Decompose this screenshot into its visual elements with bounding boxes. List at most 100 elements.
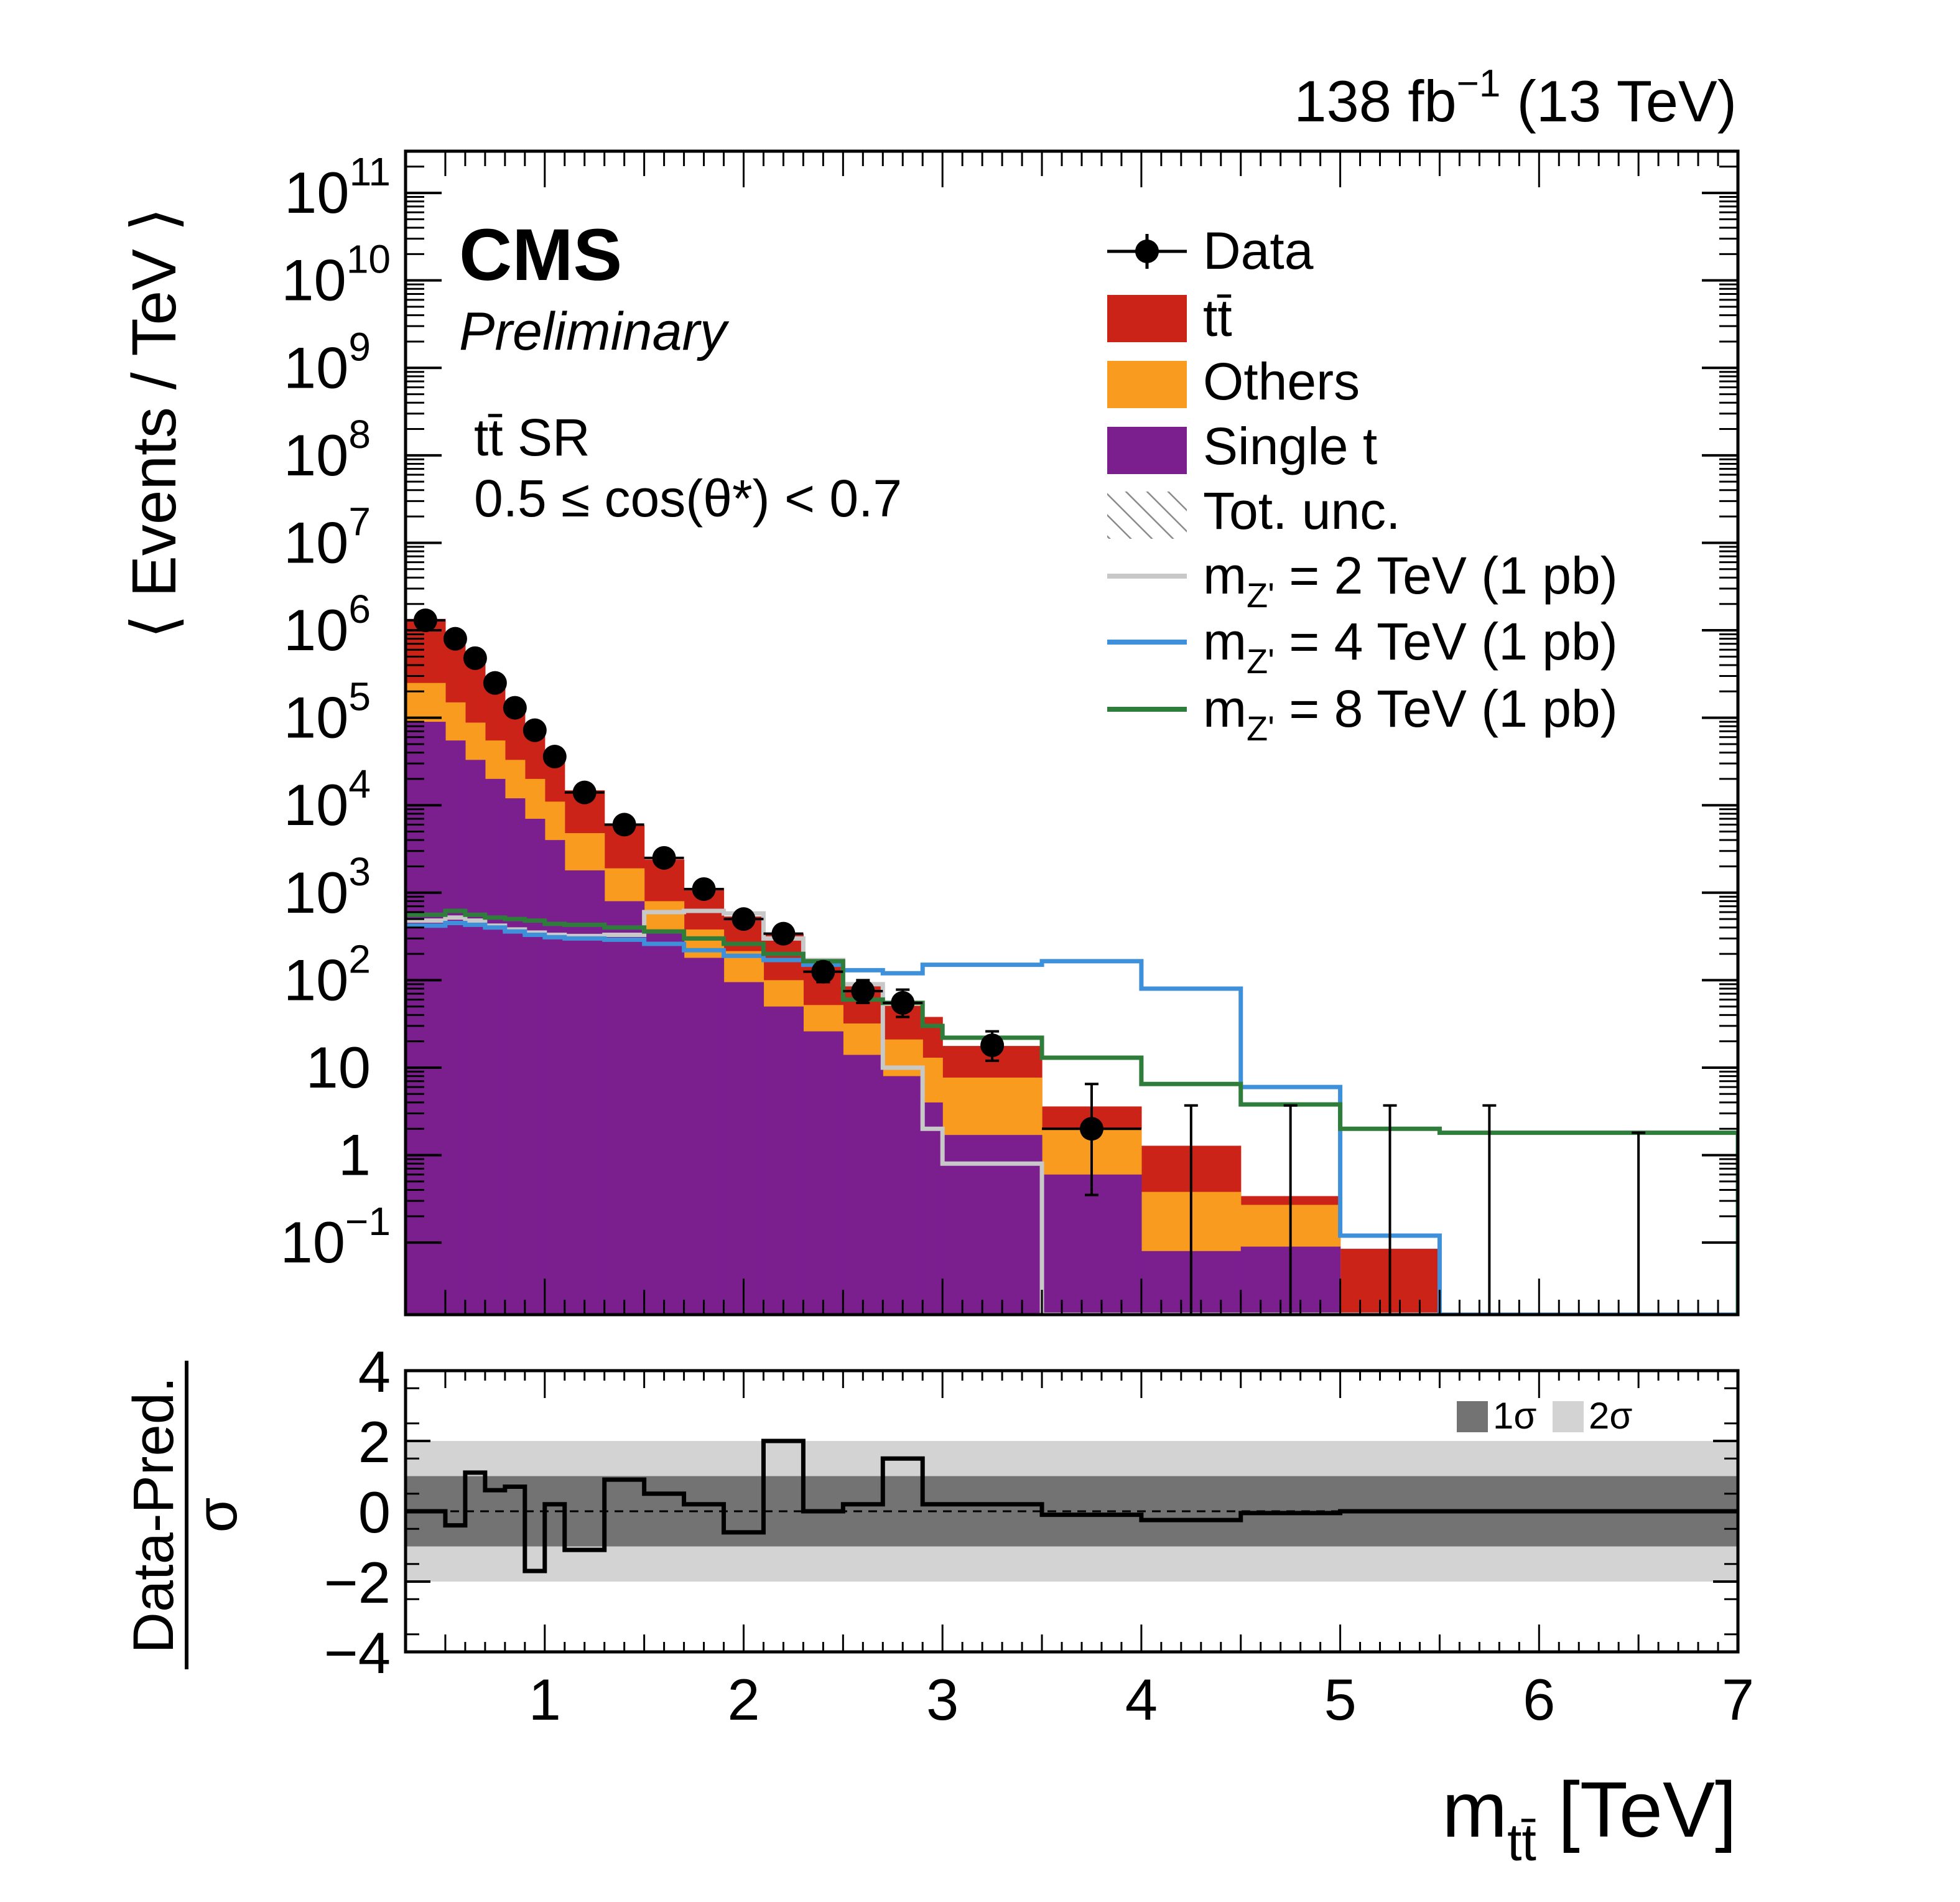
y-tick-label-base-10: 10 — [305, 1035, 371, 1100]
data-point-5 — [523, 718, 547, 742]
y-tick-label-6: 105 — [284, 674, 371, 750]
y-tick-label-1: 1010 — [281, 237, 391, 313]
legend-unc: Tot. unc. — [1107, 482, 1401, 540]
bar-single-t-5 — [524, 818, 546, 1315]
legend-others-swatch — [1107, 361, 1187, 408]
bar-single-t-12 — [763, 1006, 804, 1315]
data-point-15 — [891, 991, 915, 1015]
legend-signal-2: mZ' = 2 TeV (1 pb) — [1107, 546, 1618, 615]
data-point-3 — [483, 671, 507, 695]
data-point-14 — [851, 979, 875, 1003]
data-point-11 — [732, 907, 756, 931]
pull-y-tick-label-1: 2 — [358, 1409, 391, 1475]
legend-data-marker — [1135, 240, 1159, 263]
bar-single-t-1 — [445, 740, 466, 1315]
bar-single-t-15 — [883, 1076, 923, 1315]
x-tick-label-2: 3 — [926, 1667, 959, 1732]
data-point-10 — [692, 877, 716, 901]
y-tick-label-5: 106 — [284, 587, 371, 663]
data-point-17 — [1079, 1117, 1103, 1141]
legend-signal-8-label: mZ' = 8 TeV (1 pb) — [1203, 679, 1618, 748]
bar-single-t-18 — [1042, 1174, 1142, 1315]
pull-layer — [406, 1438, 1738, 1573]
bar-single-t-0 — [406, 722, 446, 1315]
bar-single-t-7 — [564, 870, 605, 1315]
y-axis-title: ⟨ Events / TeV ⟩ — [119, 207, 189, 638]
pull-y-title-numerator: Data-Pred. — [122, 1377, 185, 1654]
data-point-4 — [503, 696, 527, 720]
legend-single-t: Single t — [1107, 417, 1377, 475]
bar-single-t-3 — [485, 778, 506, 1315]
y-tick-label-exp-4: 7 — [348, 499, 371, 544]
lumi-label: 138 fb−1 (13 TeV) — [1294, 62, 1737, 134]
bar-single-t-10 — [684, 958, 725, 1315]
y-tick-label-10: 10 — [305, 1035, 371, 1100]
data-point-2 — [463, 646, 487, 670]
y-tick-label-base-4: 10 — [284, 510, 349, 575]
upper-plot-frame — [404, 149, 1740, 1317]
y-tick-label-base-1: 10 — [281, 248, 346, 313]
bar-single-t-9 — [644, 929, 685, 1315]
legend-ttbar: tt̄ — [1107, 289, 1232, 347]
legend-single-t-label: Single t — [1203, 417, 1377, 475]
sigma-legend: 1σ 2σ — [1457, 1395, 1632, 1437]
x-tick-label-3: 4 — [1125, 1667, 1158, 1732]
y-tick-label-exp-12: −1 — [345, 1199, 391, 1244]
x-tick-label-1: 2 — [727, 1667, 759, 1732]
sigma-2-label: 2σ — [1589, 1395, 1632, 1437]
y-tick-label-exp-3: 8 — [348, 412, 371, 457]
y-tick-label-base-8: 10 — [284, 860, 349, 925]
pull-y-tick-label-4: −4 — [324, 1620, 391, 1685]
y-tick-label-exp-6: 5 — [348, 674, 371, 719]
y-tick-label-4: 107 — [284, 499, 371, 575]
y-tick-label-base-6: 10 — [284, 685, 349, 750]
legend-data: Data — [1107, 221, 1314, 280]
y-tick-label-exp-0: 11 — [350, 149, 391, 194]
y-tick-label-8: 103 — [284, 849, 371, 925]
data-point-8 — [612, 813, 636, 837]
preliminary-label: Preliminary — [459, 302, 730, 361]
cms-label: CMS — [459, 214, 622, 296]
y-tick-label-base-3: 10 — [284, 422, 349, 488]
bar-single-t-11 — [723, 982, 764, 1315]
legend-signal-4-label: mZ' = 4 TeV (1 pb) — [1203, 612, 1618, 681]
pull-y-tick-label-3: −2 — [324, 1550, 391, 1615]
legend-data-label: Data — [1203, 221, 1314, 280]
data-point-6 — [542, 745, 567, 769]
data-point-7 — [572, 780, 597, 804]
data-point-12 — [771, 921, 796, 946]
pull-y-tick-label-2: 0 — [358, 1480, 391, 1545]
data-point-13 — [811, 959, 835, 984]
y-tick-label-base-5: 10 — [284, 597, 349, 663]
signal-line-8tev — [406, 908, 1738, 1315]
data-point-0 — [413, 608, 437, 633]
legend-signal-4: mZ' = 4 TeV (1 pb) — [1107, 612, 1618, 681]
pull-y-title-denominator: σ — [185, 1498, 249, 1533]
data-point-9 — [652, 846, 676, 870]
data-point-1 — [443, 627, 467, 651]
y-tick-label-9: 102 — [284, 936, 371, 1012]
y-tick-label-12: 10−1 — [280, 1199, 391, 1275]
signal-layer — [406, 908, 1738, 1315]
sigma-1-label: 1σ — [1493, 1395, 1536, 1437]
stack-layer — [406, 618, 1441, 1315]
y-tick-label-base-2: 10 — [284, 335, 349, 400]
legend: Data tt̄ Others Single t Tot. unc. mZ' =… — [1107, 221, 1618, 748]
y-tick-label-base-9: 10 — [284, 947, 349, 1012]
legend-others: Others — [1107, 352, 1360, 411]
legend-others-label: Others — [1203, 352, 1360, 411]
legend-ttbar-label: tt̄ — [1203, 289, 1232, 347]
selection-label: 0.5 ≤ cos(θ*) < 0.7 — [474, 469, 902, 528]
y-tick-label-exp-9: 2 — [348, 936, 371, 981]
bar-single-t-2 — [465, 760, 486, 1315]
bar-single-t-8 — [604, 901, 645, 1315]
region-label: tt̄ SR — [474, 408, 590, 467]
legend-ttbar-swatch — [1107, 295, 1187, 342]
sigma-1-swatch — [1457, 1401, 1488, 1432]
y-tick-label-base-7: 10 — [284, 772, 349, 837]
y-tick-label-exp-7: 4 — [348, 762, 371, 806]
x-tick-label-0: 1 — [529, 1667, 561, 1732]
legend-unc-swatch — [1107, 492, 1187, 539]
